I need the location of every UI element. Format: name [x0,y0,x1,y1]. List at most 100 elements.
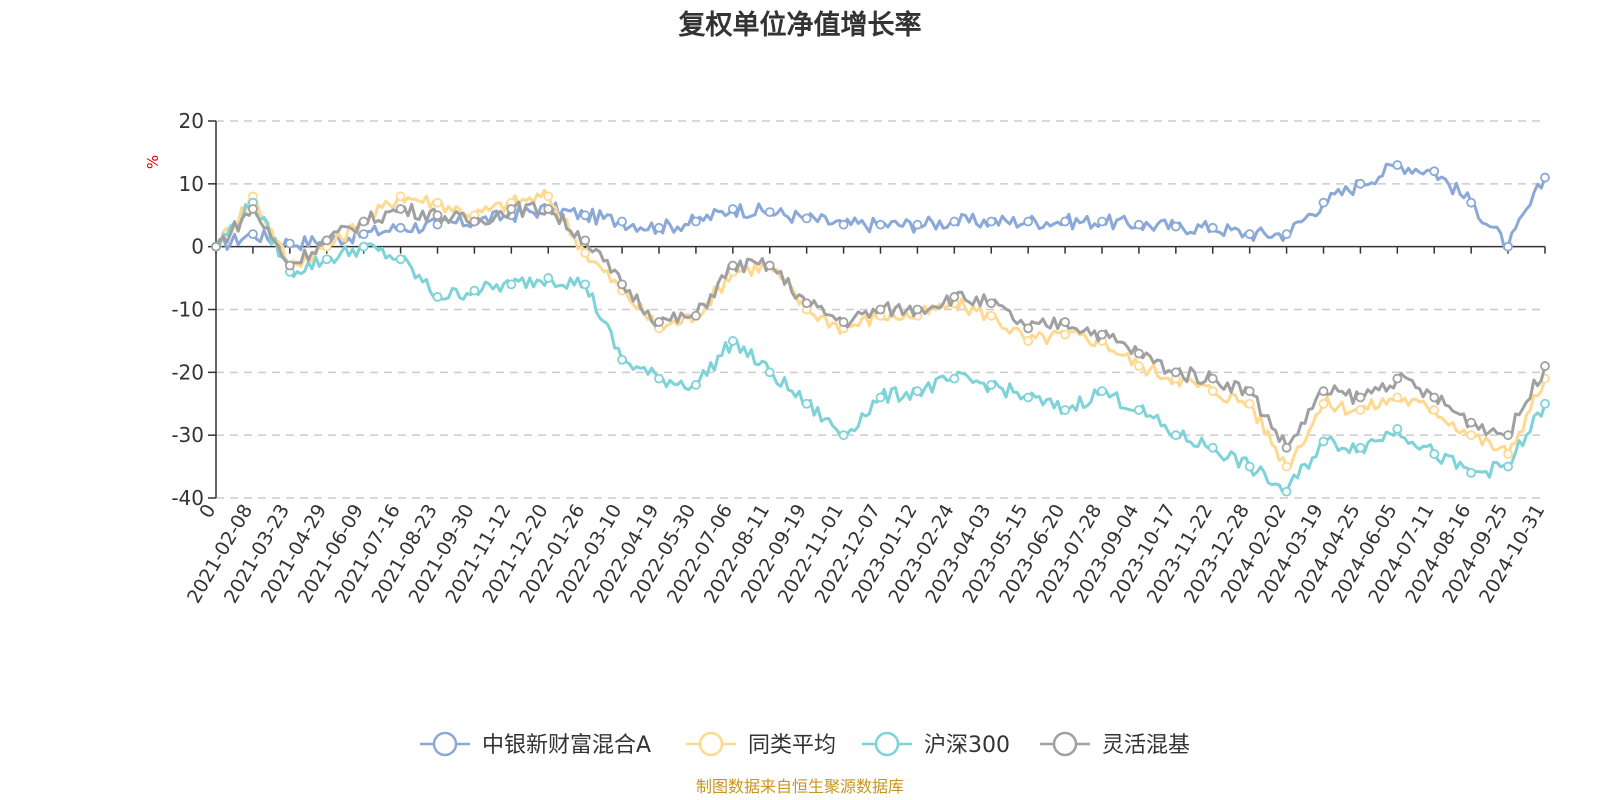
data-point [1170,221,1181,232]
data-point [986,216,997,227]
data-point [321,254,332,265]
data-point [1355,392,1366,403]
legend-item-1[interactable]: 同类平均 [686,731,836,758]
data-point [1540,398,1550,409]
data-point [1281,442,1292,453]
data-point [1060,317,1070,327]
data-point [1355,178,1366,189]
data-point [727,336,738,346]
data-point [949,292,960,302]
data-point [949,373,960,384]
data-point [691,379,701,390]
data-point [1097,329,1107,340]
y-tick-label: -10 [171,298,204,322]
legend-item-3[interactable]: 灵活混基 [1040,731,1190,758]
series-2 [211,197,1550,497]
data-point [432,292,443,302]
data-point [617,216,627,227]
data-point [801,213,812,224]
data-point [727,204,738,214]
data-point [1060,329,1070,340]
data-point [1355,442,1366,453]
data-point [1244,229,1255,240]
data-point [1134,361,1144,371]
data-point [1429,166,1440,177]
data-point [543,273,554,283]
data-point [617,354,627,365]
data-point [1318,436,1329,447]
data-point [1540,172,1550,183]
data-point [654,373,664,384]
series-0 [211,160,1550,252]
data-point [1466,197,1477,208]
series-line-1 [215,188,1547,469]
data-point [764,367,775,378]
legend-label: 灵活混基 [1102,733,1190,758]
data-point [211,241,221,252]
data-point [727,260,738,271]
x-tick-label: 0 [195,501,220,522]
data-point [1466,467,1477,478]
data-point [1503,461,1513,472]
legend-label: 同类平均 [748,733,836,758]
data-point [358,229,369,240]
data-point [358,241,369,252]
data-point [1207,373,1218,384]
data-point [580,248,591,258]
data-point [838,430,849,441]
data-point [986,298,997,309]
data-point [358,216,369,227]
y-tick-label: -30 [171,423,204,447]
data-point [1429,392,1440,403]
data-point [764,260,775,271]
data-point [654,317,664,327]
data-point [1392,373,1403,384]
data-point [395,222,406,233]
data-point [1023,336,1034,346]
y-tick-label: -40 [171,486,204,510]
data-point [1503,241,1513,252]
data-point [986,310,997,321]
data-point [469,285,480,296]
data-point [321,235,332,246]
data-point [1355,405,1366,415]
data-point [1540,361,1550,371]
legend-item-0[interactable]: 中银新财富混合A [420,731,651,758]
y-tick-label: 0 [191,235,204,259]
data-point [1429,449,1440,459]
data-point [248,229,258,240]
data-point [912,304,923,315]
data-point [912,219,923,230]
data-point [284,238,295,249]
legend-item-2[interactable]: 沪深300 [862,731,1010,758]
data-point [1281,486,1292,497]
y-tick-label: 10 [179,172,204,196]
data-point [1503,449,1513,459]
series-lines [211,160,1550,497]
data-point [543,191,554,202]
data-point [1023,216,1034,227]
data-point [506,279,517,290]
data-point [580,279,591,290]
data-point [875,392,886,403]
data-point [691,310,701,321]
data-point [986,379,997,390]
data-point [1466,417,1477,428]
data-point [1392,423,1403,434]
data-point [1244,461,1255,472]
data-point [1097,216,1107,227]
legend-marker-icon [874,731,900,757]
data-point [875,304,886,315]
data-point [506,204,517,214]
data-point [1097,386,1107,397]
legend-label: 中银新财富混合A [482,733,651,758]
data-point [691,216,701,227]
data-point [1134,348,1144,359]
legend-marker-icon [1052,731,1078,757]
data-point [543,204,554,214]
grid-lines [216,120,1545,499]
data-point [1466,430,1477,441]
data-point [764,207,775,218]
data-point [1281,461,1292,472]
